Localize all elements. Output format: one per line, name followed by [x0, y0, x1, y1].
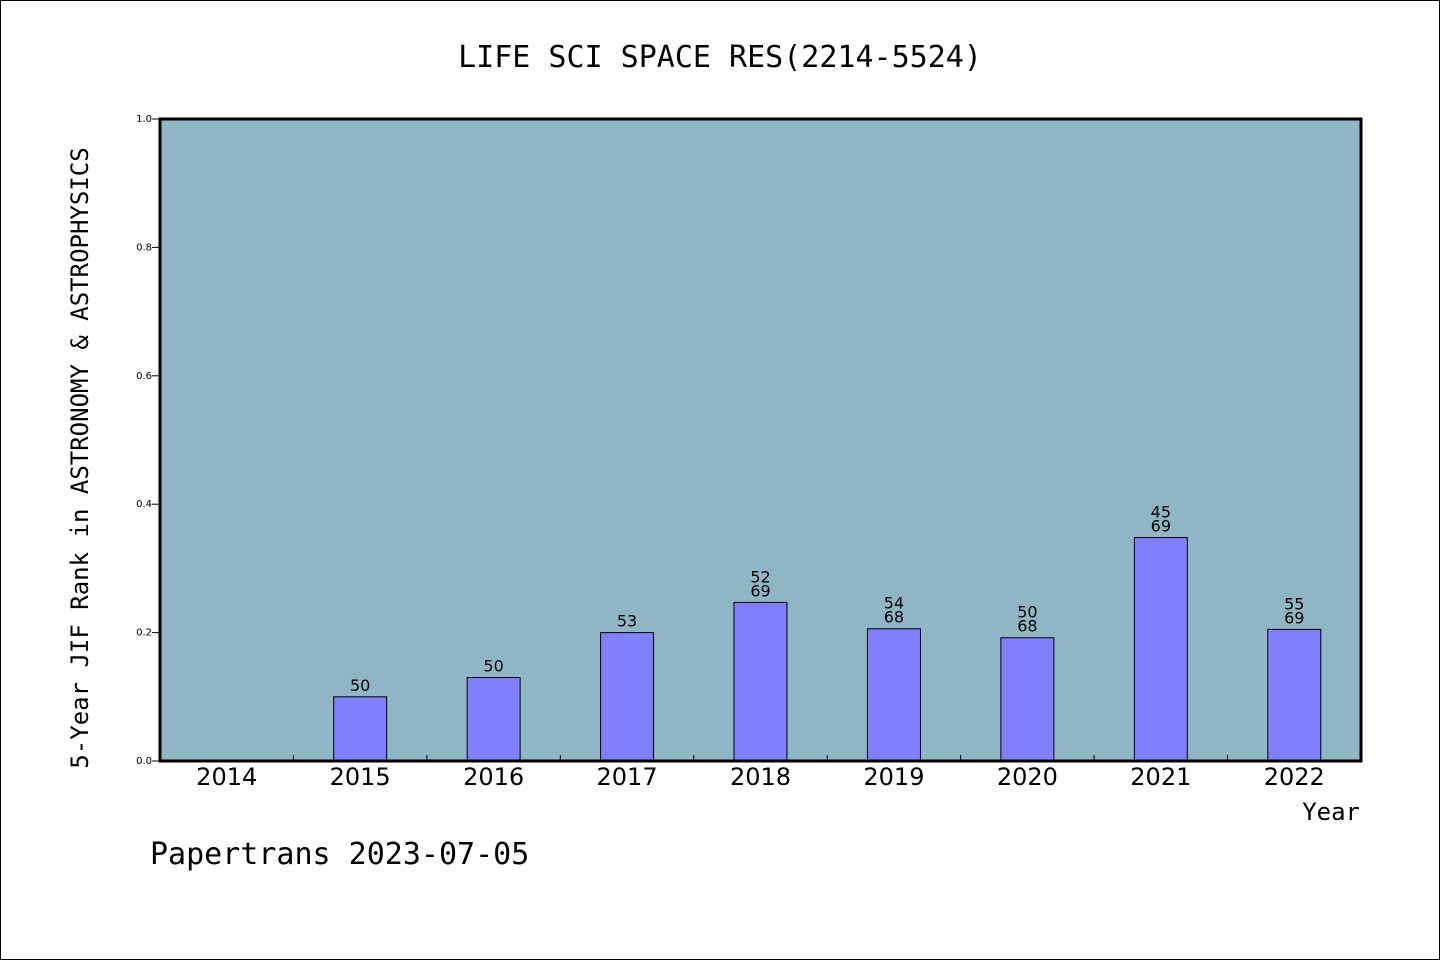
bar-2016 [466, 677, 521, 762]
y-tick-label: 0.6 [136, 371, 152, 382]
bar-2017 [600, 632, 655, 762]
bar-data-label: 53 [617, 612, 637, 631]
bar-2018 [733, 601, 788, 762]
x-tick-label: 2021 [1130, 763, 1191, 791]
x-tick-label: 2019 [863, 763, 924, 791]
x-tick-label: 2022 [1264, 763, 1325, 791]
bar-data-label: 50 [350, 676, 370, 695]
y-tick-label: 0.2 [136, 628, 152, 639]
bar-data-label: 50 [1017, 603, 1037, 622]
bar-data-label: 68 [1017, 617, 1037, 636]
bar-data-label: 69 [1151, 517, 1171, 536]
x-axis-label: Year [1302, 798, 1360, 826]
bar-data-label: 45 [1151, 503, 1171, 522]
bar-data-label: 69 [750, 581, 770, 600]
x-tick-label: 2018 [730, 763, 791, 791]
x-axis: 2014 2015 2016 2017 2018 2019 2020 2021 2022 [196, 755, 1325, 791]
bar-data-label: 68 [884, 608, 904, 627]
bar-data-label: 52 [750, 567, 770, 586]
y-axis: 0.0 0.2 0.4 0.6 0.8 1.0 [136, 114, 160, 767]
x-tick-label: 2015 [330, 763, 391, 791]
bar-2019 [866, 628, 921, 762]
y-tick-label: 1.0 [136, 114, 152, 125]
x-tick-label: 2014 [196, 763, 257, 791]
y-axis-label: 5-Year JIF Rank in ASTRONOMY & ASTROPHYS… [66, 147, 94, 768]
bar-data-label: 54 [884, 594, 904, 613]
y-tick-label: 0.8 [136, 242, 152, 253]
plot-border [158, 117, 1363, 763]
bar-2021 [1133, 537, 1188, 762]
chart-title: LIFE SCI SPACE RES(2214-5524) [458, 40, 982, 75]
bar-2022 [1267, 628, 1322, 762]
bar-data-label: 50 [483, 657, 503, 676]
bars [333, 537, 1322, 762]
y-tick-label: 0.0 [136, 756, 152, 767]
footer-text: Papertrans 2023-07-05 [150, 837, 529, 872]
y-tick-label: 0.4 [136, 499, 152, 510]
x-tick-label: 2017 [597, 763, 658, 791]
bar-2015 [333, 696, 388, 762]
bar-data-label: 55 [1284, 594, 1304, 613]
bar-2020 [1000, 637, 1055, 762]
x-tick-label: 2020 [997, 763, 1058, 791]
x-tick-label: 2016 [463, 763, 524, 791]
bar-data-label: 69 [1284, 608, 1304, 627]
